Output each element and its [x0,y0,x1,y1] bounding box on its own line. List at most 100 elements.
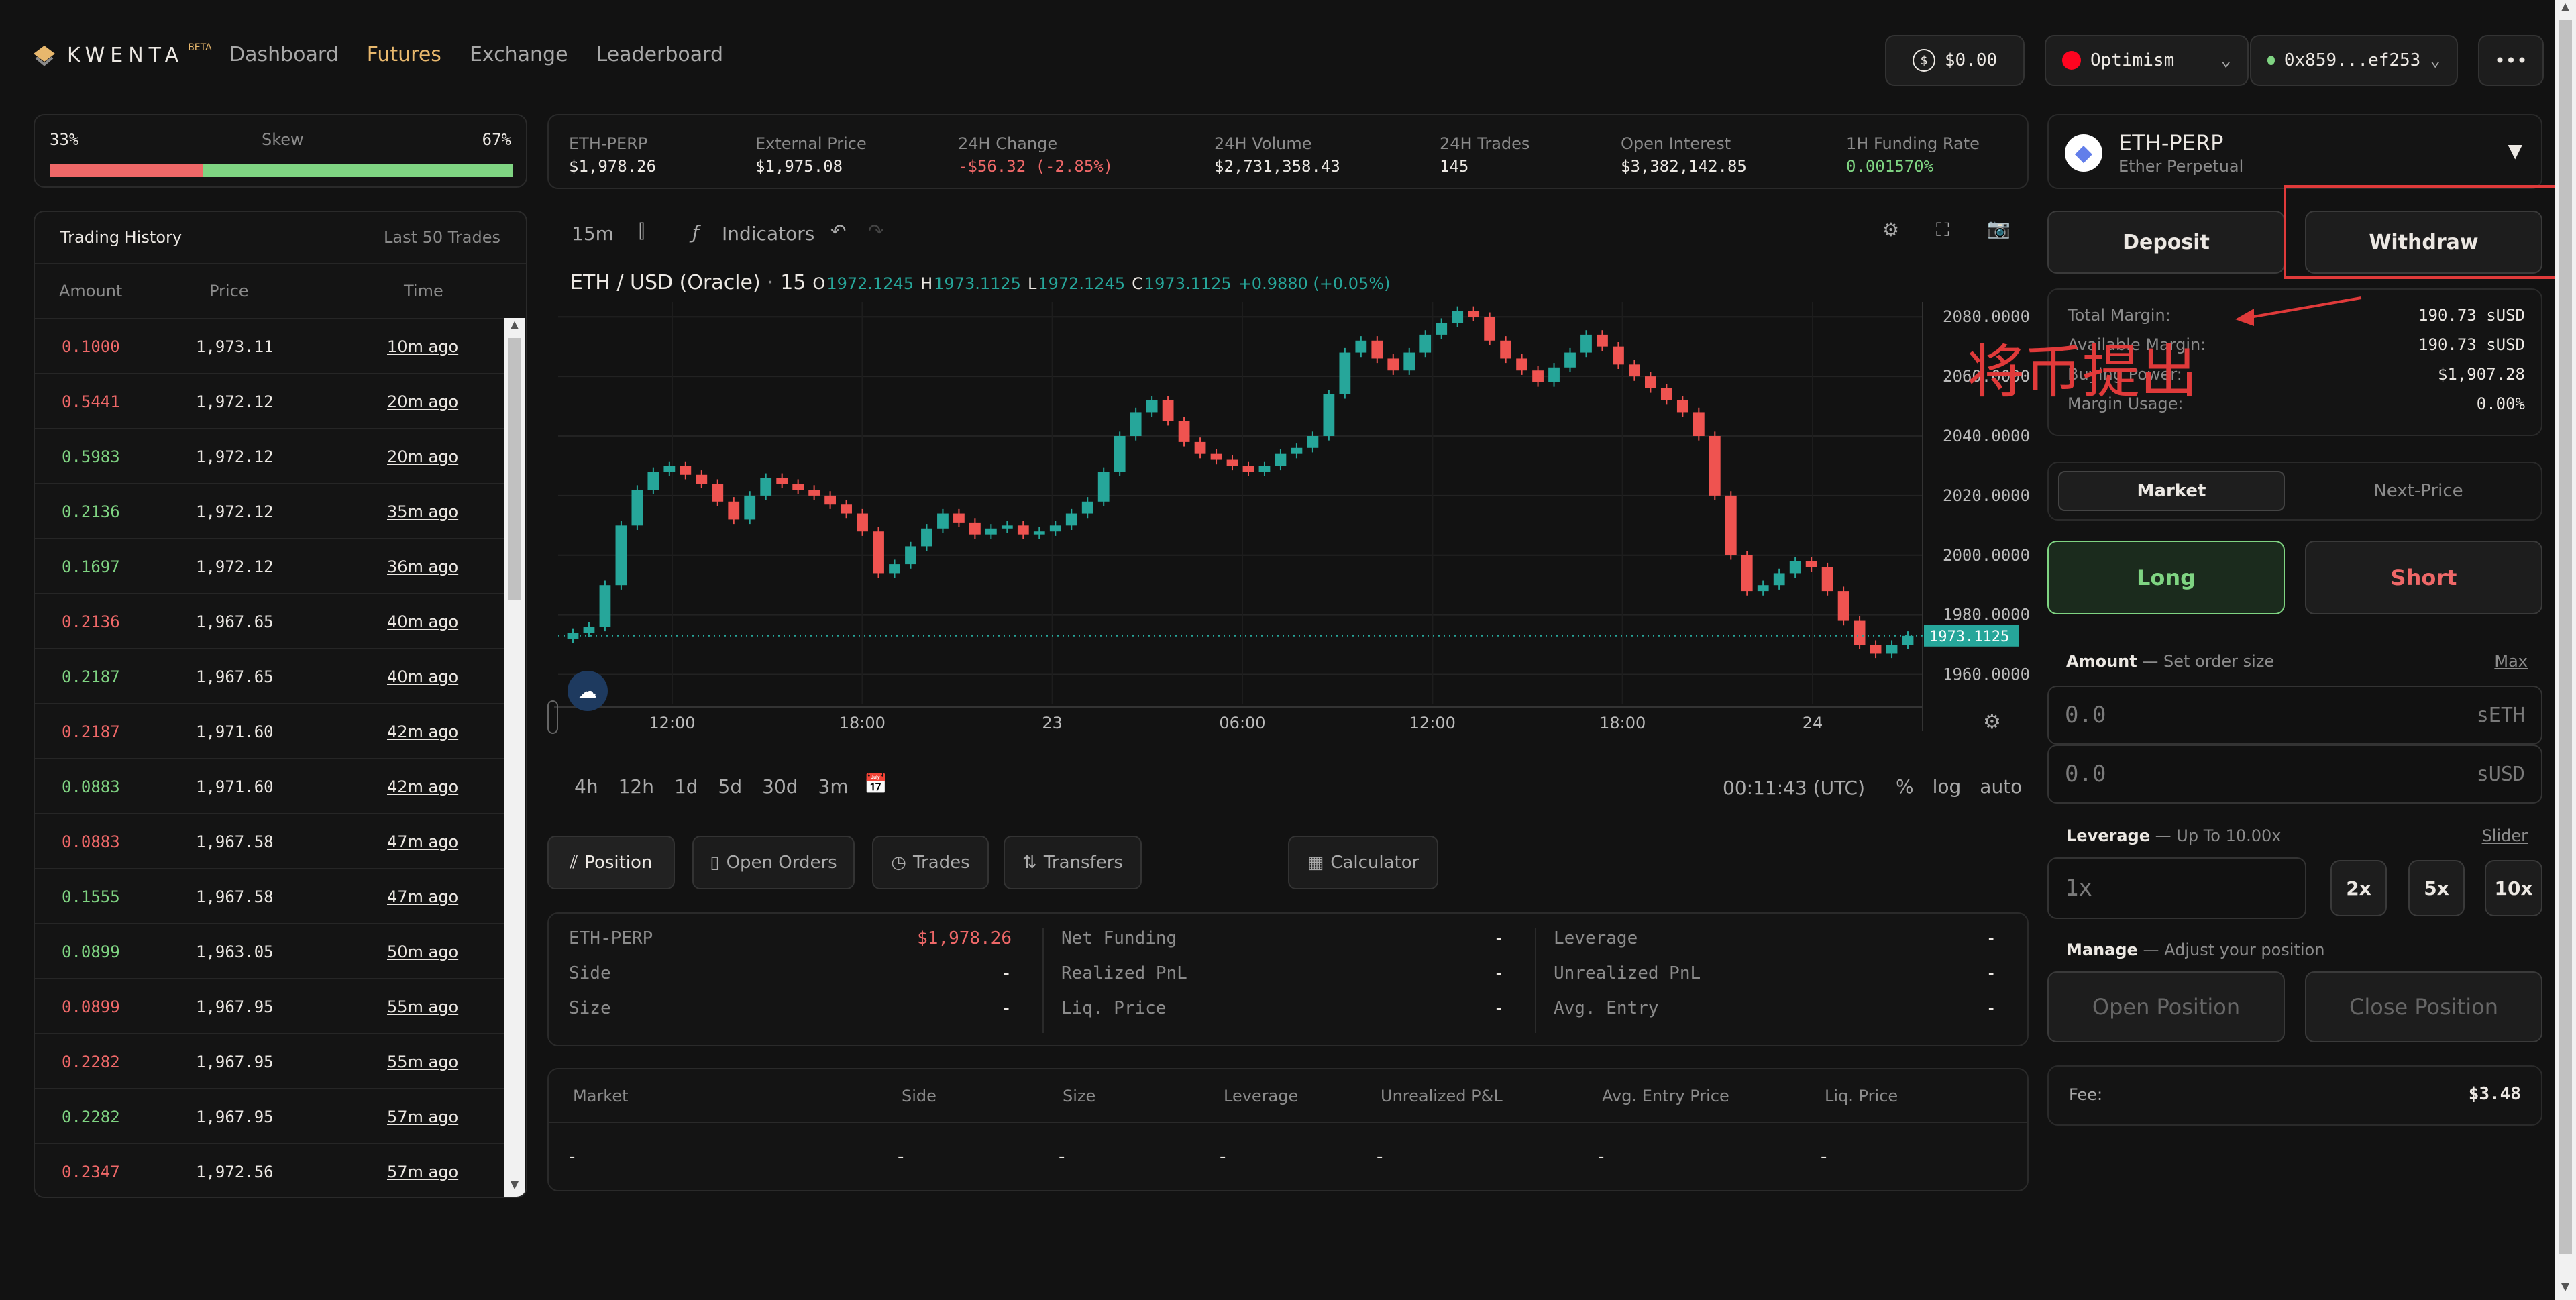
transfer-icon: ⇅ [1022,853,1037,873]
trade-time-link[interactable]: 10m ago [387,337,459,356]
tab-position[interactable]: ⫽ Position [547,836,675,889]
short-button[interactable]: Short [2305,541,2542,614]
indicators-button[interactable]: Indicators [722,223,815,245]
market-selector[interactable]: ◆ ETH-PERP Ether Perpetual ▼ [2047,114,2542,189]
range-button[interactable]: 1d [674,775,698,798]
trade-time-link[interactable]: 57m ago [387,1162,459,1181]
range-button[interactable]: 12h [618,775,654,798]
close-position-button[interactable]: Close Position [2305,971,2542,1042]
leverage-label-row: Leverage — Up To 10.00x Slider [2066,826,2528,845]
kwenta-logo-icon [34,46,55,66]
trade-time-link[interactable]: 50m ago [387,942,459,961]
trade-time-link[interactable]: 20m ago [387,392,459,411]
page-scrollbar-thumb[interactable] [2559,20,2572,1254]
leverage-placeholder: 1x [2065,875,2092,902]
more-menu-button[interactable]: ••• [2478,35,2544,86]
candle [1821,567,1833,592]
candle [1081,501,1093,514]
trade-amount: 0.0883 [62,832,120,851]
network-button[interactable]: Optimism ⌄ [2045,35,2249,86]
wallet-button[interactable]: 0x859...ef253 ⌄ [2250,35,2458,86]
balance-button[interactable]: $ $0.00 [1885,35,2025,86]
candle [985,528,997,535]
candle [1484,317,1496,341]
order-type-market[interactable]: Market [2058,471,2285,511]
scrollbar-thumb[interactable] [508,338,521,600]
order-type-next-price[interactable]: Next-Price [2305,471,2532,511]
utc-clock[interactable]: 00:11:43 (UTC) [1723,777,1866,799]
page-scrollbar[interactable]: ▲ ▼ [2555,0,2576,1300]
trade-amount: 0.2347 [62,1162,120,1181]
long-button[interactable]: Long [2047,541,2285,614]
range-button[interactable]: 5d [718,775,743,798]
annotation-arrow [2235,296,2362,326]
nav-leaderboard[interactable]: Leaderboard [596,43,724,66]
amount-eth-input[interactable]: 0.0 sETH [2047,686,2542,745]
skew-bar [50,164,513,177]
range-button[interactable]: 30d [762,775,798,798]
leverage-10x-button[interactable]: 10x [2485,860,2542,916]
tab-label: Trades [912,853,970,873]
deposit-button[interactable]: Deposit [2047,211,2285,274]
scale-button[interactable]: % [1896,775,1914,798]
trade-time-link[interactable]: 35m ago [387,502,459,521]
trade-time-link[interactable]: 55m ago [387,997,459,1016]
nav-futures[interactable]: Futures [366,43,441,66]
trade-time-link[interactable]: 55m ago [387,1052,459,1071]
calculator-button[interactable]: ▦ Calculator [1288,836,1438,889]
tab-transfers[interactable]: ⇅ Transfers [1004,836,1142,889]
range-button[interactable]: 4h [574,775,598,798]
undo-icon[interactable]: ↶ [830,220,847,242]
candle [1532,370,1544,382]
scroll-down-icon[interactable]: ▼ [510,1178,519,1191]
positions-col-header: Size [1063,1087,1096,1105]
candle-type-icon[interactable]: ⫿ [639,220,645,242]
withdraw-button[interactable]: Withdraw [2305,211,2542,274]
amount-label-row: Amount — Set order size Max [2066,652,2528,671]
candle [1033,531,1045,535]
scrollbar[interactable]: ▲ ▼ [504,318,525,1197]
nav-exchange[interactable]: Exchange [469,43,568,66]
trade-time-link[interactable]: 36m ago [387,557,459,576]
redo-icon[interactable]: ↷ [868,220,884,242]
amount-usd-input[interactable]: 0.0 sUSD [2047,745,2542,804]
camera-icon[interactable]: 📷 [1987,217,2010,239]
axis-settings-icon[interactable]: ⚙ [1983,710,2001,731]
logo[interactable]: KWENTA BETA [31,42,212,68]
positions-table-header: Market Side Size Leverage Unrealized P&L Avg.… [549,1069,2027,1123]
indicators-icon[interactable]: ƒ [692,221,699,243]
settings-icon[interactable]: ⚙ [1882,219,1900,241]
position-field-label: Liq. Price [1061,998,1167,1018]
leverage-input[interactable]: 1x [2047,857,2306,919]
scale-button[interactable]: log [1932,775,1962,798]
trade-time-link[interactable]: 57m ago [387,1107,459,1126]
tab-open-orders[interactable]: ▯ Open Orders [692,836,855,889]
leverage-5x-button[interactable]: 5x [2408,860,2465,916]
trade-time-link[interactable]: 40m ago [387,612,459,631]
scale-button[interactable]: auto [1980,775,2023,798]
trade-time-link[interactable]: 40m ago [387,667,459,686]
fullscreen-icon[interactable]: ⛶ [1936,219,1949,241]
scroll-up-icon[interactable]: ▲ [510,318,519,331]
trade-time-link[interactable]: 47m ago [387,832,459,851]
trade-time-link[interactable]: 42m ago [387,777,459,796]
nav-dashboard[interactable]: Dashboard [229,43,339,66]
position-summary: ETH-PERP $1,978.26 Net Funding - Leverage - Si… [547,912,2029,1046]
open-position-button[interactable]: Open Position [2047,971,2285,1042]
chart-scroll-handle[interactable] [547,700,558,734]
info-open-interest: Open Interest $3,382,142.85 [1621,134,1747,176]
interval-selector[interactable]: 15m [572,223,614,245]
date-range-icon[interactable]: 📅 [864,773,888,795]
trade-time-link[interactable]: 42m ago [387,722,459,741]
leverage-2x-button[interactable]: 2x [2330,860,2387,916]
trade-time-link[interactable]: 20m ago [387,447,459,466]
leverage-slider-link[interactable]: Slider [2481,826,2528,845]
trade-time-link[interactable]: 47m ago [387,887,459,906]
range-button[interactable]: 3m [818,775,849,798]
amount-max-link[interactable]: Max [2494,652,2528,671]
scroll-up-icon[interactable]: ▲ [2561,0,2570,13]
scroll-down-icon[interactable]: ▼ [2561,1280,2570,1293]
price-chart[interactable]: 2080.0000 2060.0000 2040.0000 2020.0000 2000… [554,302,2030,731]
tab-trades[interactable]: ◷ Trades [872,836,989,889]
candle [680,466,692,475]
